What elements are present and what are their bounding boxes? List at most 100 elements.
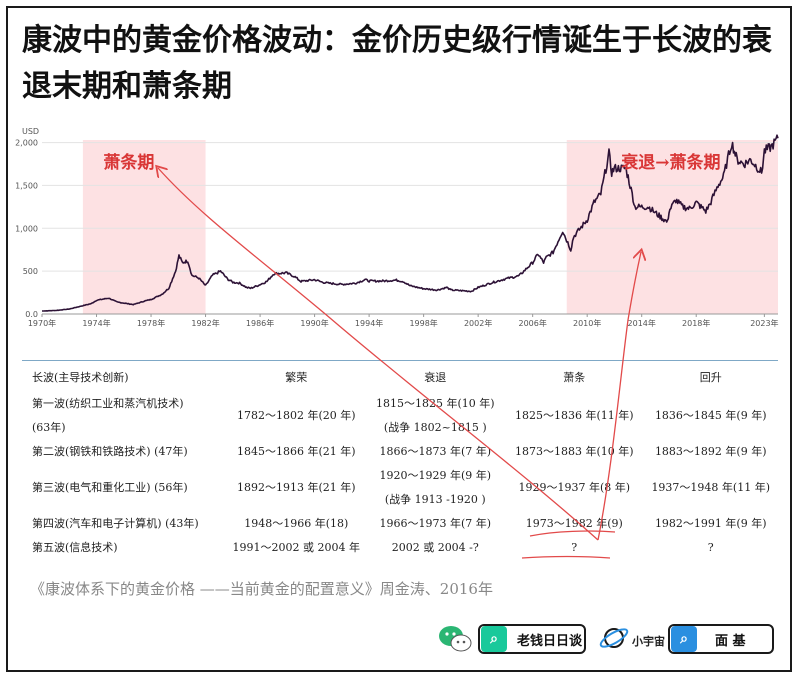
table-cell-text: 2002 或 2004 -?: [391, 541, 479, 554]
table-cell-text: 1815～1825 年(10 年): [375, 397, 495, 410]
x-tick-label: 2006年: [518, 318, 546, 328]
table-cell-depression: ?: [505, 536, 643, 560]
planet-icon: [599, 628, 629, 648]
table-cell-wave: 第五波(信息技术): [22, 536, 227, 560]
search-icon: ⌕: [481, 626, 507, 652]
table-cell-recession: 1920～1929 年(9 年) (战争 1913 -1920 ): [365, 464, 505, 512]
table-row: 第四波(汽车和电子计算机) (43年) 1948～1966 年(18) 1966～1…: [22, 512, 778, 536]
kondratiev-wave-table: 长波(主导技术创新) 繁荣 衰退 萧条 回升 第一波(纺织工业和蒸汽机技术) (6…: [22, 362, 778, 560]
table-body: 第一波(纺织工业和蒸汽机技术) (63年) 1782～1802 年(20 年) 181…: [22, 392, 778, 560]
table-cell-text: 1991～2002 或 2004 年: [232, 541, 360, 554]
table-cell-text: 1948～1966 年(18): [244, 517, 349, 530]
table-cell-recession: 2002 或 2004 -?: [365, 536, 505, 560]
table-cell-text: 1873～1883 年(10 年): [514, 445, 634, 458]
x-tick-label: 1978年: [137, 318, 165, 328]
source-caption: 《康波体系下的黄金价格 ——当前黄金的配置意义》周金涛、2016年: [30, 580, 493, 598]
page-title: 康波中的黄金价格波动：金价历史级行情诞生于长波的衰退末期和萧条期: [22, 23, 772, 104]
table-cell-recession: 1866～1873 年(7 年): [365, 440, 505, 464]
x-tick-label: 1998年: [409, 318, 437, 328]
y-tick-label: 1,500: [15, 181, 38, 190]
y-axis-label: USD: [22, 127, 39, 136]
table-cell-text: 第二波(钢铁和铁路技术) (47年): [32, 445, 188, 458]
table-cell-text: 1973～1982 年(9): [525, 517, 623, 530]
table-cell-depression: 1973～1982 年(9): [505, 512, 643, 536]
table-cell-wave: 第四波(汽车和电子计算机) (43年): [22, 512, 227, 536]
table-cell-text: (战争 1913 -1920 ): [384, 493, 486, 506]
table-row: 第五波(信息技术) 1991～2002 或 2004 年 2002 或 2004 -…: [22, 536, 778, 560]
table-cell-text: 第一波(纺织工业和蒸汽机技术): [32, 397, 184, 410]
table-row: 第一波(纺织工业和蒸汽机技术) (63年) 1782～1802 年(20 年) 181…: [22, 392, 778, 440]
header-wave: 长波(主导技术创新): [32, 371, 129, 384]
table-cell-prosperity: 1948～1966 年(18): [227, 512, 365, 536]
table-cell-text: 第四波(汽车和电子计算机) (43年): [32, 517, 199, 530]
x-tick-label: 2014年: [628, 318, 656, 328]
table-cell-text: 1937～1948 年(11 年): [651, 481, 770, 494]
table-cell-text: 1836～1845 年(9 年): [654, 409, 767, 422]
y-tick-label: 1,000: [15, 224, 38, 233]
table-cell-prosperity: 1782～1802 年(20 年): [227, 392, 365, 440]
table-cell-wave: 第二波(钢铁和铁路技术) (47年): [22, 440, 227, 464]
table-header-row: 长波(主导技术创新) 繁荣 衰退 萧条 回升: [22, 362, 778, 392]
table-cell-recovery: 1836～1845 年(9 年): [643, 392, 778, 440]
x-tick-label: 1986年: [246, 318, 274, 328]
y-tick-label: 0.0: [25, 310, 38, 319]
x-tick-label: 1970年: [28, 318, 56, 328]
header-recession: 衰退: [424, 371, 447, 384]
table-cell-text: 1982～1991 年(9 年): [654, 517, 767, 530]
table-cell-prosperity: 1845～1866 年(21 年): [227, 440, 365, 464]
header-recovery: 回升: [699, 371, 722, 384]
y-tick-label: 500: [23, 267, 38, 276]
table-top-rule: [22, 360, 778, 361]
table-cell-text: 1892～1913 年(21 年): [236, 481, 356, 494]
table-cell-wave: 第一波(纺织工业和蒸汽机技术) (63年): [22, 392, 227, 440]
table-cell-recovery: ?: [643, 536, 778, 560]
table-cell-text: 1929～1937 年(8 年): [518, 481, 631, 494]
table-cell-prosperity: 1991～2002 或 2004 年: [227, 536, 365, 560]
table-cell-text: ?: [707, 541, 714, 554]
table-cell-text: 1845～1866 年(21 年): [236, 445, 356, 458]
wechat-icon: [439, 626, 472, 652]
table-cell-text: ?: [571, 541, 578, 554]
table-cell-depression: 1929～1937 年(8 年): [505, 464, 643, 512]
table-cell-text: 1966～1973 年(7 年): [379, 517, 492, 530]
gold-price-chart-svg: 0.0 500 1,000 1,500 2,000 USD 1970年 1974年 1978年 1…: [15, 127, 779, 328]
table-cell-text: 1825～1836 年(11 年): [514, 409, 634, 422]
table-row: 第三波(电气和重化工业) (56年) 1892～1913 年(21 年) 1920～…: [22, 464, 778, 512]
annotation-recession-depression-label: 衰退→萧条期: [620, 152, 720, 173]
x-tick-label: 1982年: [191, 318, 219, 328]
table-cell-text: 1883～1892 年(9 年): [654, 445, 767, 458]
y-tick-label: 2,000: [15, 139, 38, 148]
table-cell-depression: 1825～1836 年(11 年): [505, 392, 643, 440]
table-row: 第二波(钢铁和铁路技术) (47年) 1845～1866 年(21 年) 1866～…: [22, 440, 778, 464]
table-cell-recovery: 1883～1892 年(9 年): [643, 440, 778, 464]
brand-box-wechat[interactable]: ⌕ 老钱日日谈: [478, 624, 586, 654]
table-cell-recession: 1815～1825 年(10 年) (战争 1802~1815 ): [365, 392, 505, 440]
brand-box-wechat-label: 老钱日日谈: [517, 633, 583, 649]
table-cell-text: 1782～1802 年(20 年): [236, 409, 356, 422]
brand-bar: ⌕ 老钱日日谈 小宇宙 ⌕ 面 基: [438, 620, 778, 660]
page-frame: [6, 6, 792, 672]
table-cell-recovery: 1937～1948 年(11 年): [643, 464, 778, 512]
x-tick-label: 1994年: [355, 318, 383, 328]
x-tick-label: 2023年: [750, 318, 778, 328]
table-cell-text: 第三波(电气和重化工业) (56年): [32, 481, 188, 494]
x-tick-label: 2002年: [464, 318, 492, 328]
x-tick-label: 2010年: [573, 318, 601, 328]
table-cell-text: (战争 1802~1815 ): [383, 421, 487, 434]
search-icon: ⌕: [671, 626, 697, 652]
table-cell-text: 1866～1873 年(7 年): [379, 445, 492, 458]
table-cell-wave: 第三波(电气和重化工业) (56年): [22, 464, 227, 512]
brand-box-podcast-label: 面 基: [715, 633, 746, 649]
x-tick-label: 1990年: [300, 318, 328, 328]
table-cell-text: 第五波(信息技术): [32, 541, 118, 554]
x-tick-label: 2018年: [682, 318, 710, 328]
table-cell-recovery: 1982～1991 年(9 年): [643, 512, 778, 536]
planet-label: 小宇宙: [632, 635, 665, 648]
brand-box-podcast[interactable]: ⌕ 面 基: [668, 624, 774, 654]
table-cell-text: (63年): [32, 421, 66, 434]
table-cell-recession: 1966～1973 年(7 年): [365, 512, 505, 536]
table-cell-depression: 1873～1883 年(10 年): [505, 440, 643, 464]
header-depression: 萧条: [563, 371, 586, 384]
header-prosperity: 繁荣: [285, 371, 308, 384]
gold-price-chart: 0.0 500 1,000 1,500 2,000 USD 1970年 1974年 1978年 1…: [0, 120, 800, 335]
